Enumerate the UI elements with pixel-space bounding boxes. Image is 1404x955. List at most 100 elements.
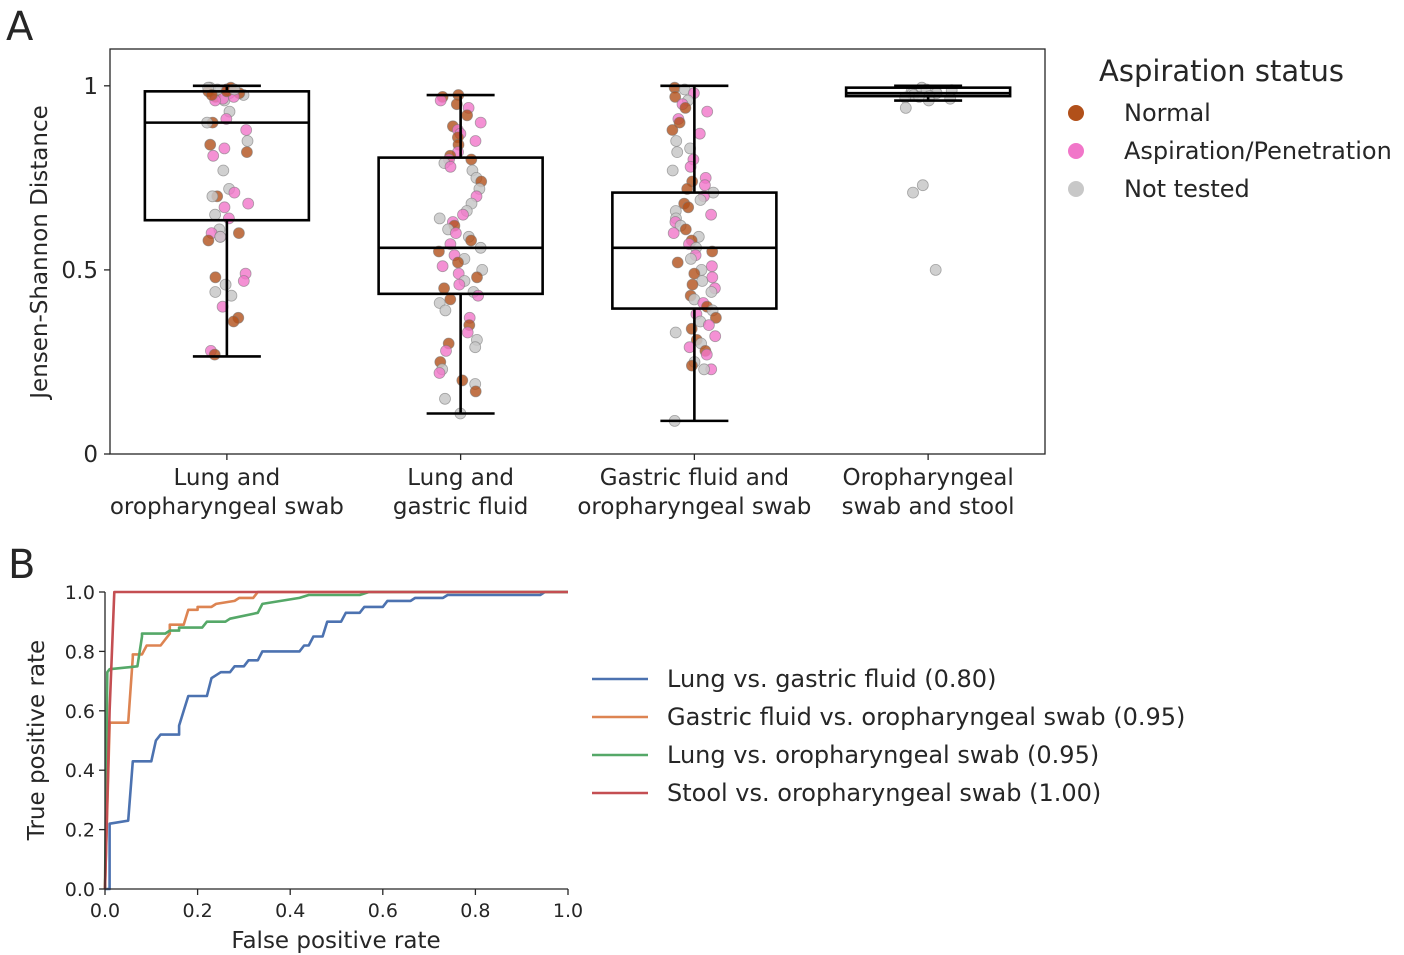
data-point: [667, 227, 680, 240]
data-point: [209, 286, 222, 298]
box-3: [611, 84, 778, 423]
legend-label-normal: Normal: [1124, 99, 1211, 127]
legend-item-roc-1: Lung vs. gastric fluid (0.80): [592, 665, 996, 693]
data-point: [240, 124, 253, 136]
data-point: [218, 201, 231, 214]
data-point: [436, 260, 449, 273]
data-point: [671, 256, 684, 269]
panel-a-xticks: Lung and oropharyngeal swab Lung and gastri…: [110, 454, 1015, 520]
data-point: [698, 363, 710, 376]
data-point: [469, 135, 482, 147]
data-point: [440, 344, 452, 357]
data-point: [469, 341, 482, 354]
data-point: [709, 330, 722, 343]
legend-title: Aspiration status: [1099, 54, 1344, 88]
data-point: [899, 102, 912, 114]
data-point: [204, 138, 217, 151]
data-point: [907, 186, 919, 199]
panel-b-ytick-label: 0.2: [65, 820, 95, 842]
data-point: [206, 190, 219, 203]
panel-b-ytick-label: 0.6: [65, 701, 95, 723]
data-point: [232, 227, 245, 240]
data-point: [461, 109, 474, 122]
data-point: [228, 186, 241, 199]
panel-a-ylabel: Jensen-Shannon Distance: [27, 105, 53, 400]
panel-b-ytick-label: 0.0: [65, 879, 95, 901]
data-point: [673, 116, 686, 129]
panel-a-xtick-label-line2: gastric fluid: [393, 494, 529, 520]
panel-a-xtick-label-line1: Gastric fluid and: [600, 465, 789, 491]
data-point: [670, 135, 683, 147]
data-point: [218, 142, 231, 155]
data-point: [686, 278, 699, 291]
legend-item-aspiration: Aspiration/Penetration: [1068, 137, 1392, 165]
panel-b-xtick-label: 1.0: [553, 900, 583, 922]
legend-marker-normal: [1068, 105, 1084, 121]
data-point: [703, 319, 715, 332]
data-point: [669, 326, 682, 339]
panel-b-ytick-label: 0.8: [65, 641, 95, 663]
panel-a-ytick-label: 1: [83, 74, 98, 100]
panel-b: B True positive rate False positive rate…: [8, 542, 1185, 954]
data-point: [242, 197, 255, 210]
data-point: [439, 392, 451, 405]
panel-a-xtick-label-line2: oropharyngeal swab: [577, 494, 811, 520]
panel-b-ylabel: True positive rate: [24, 640, 50, 841]
data-point: [700, 348, 713, 361]
data-point: [465, 153, 478, 166]
data-point: [209, 271, 222, 284]
data-point: [474, 116, 487, 129]
box-1: [143, 84, 311, 358]
panel-a-xtick-label-line2: oropharyngeal swab: [110, 494, 344, 520]
data-point: [452, 256, 464, 269]
panel-a-letter: A: [6, 4, 34, 50]
roc-line-2: [103, 590, 568, 890]
data-point: [217, 164, 230, 177]
panel-a-xtick-label-line1: Lung and: [174, 465, 281, 491]
data-point: [669, 91, 682, 103]
panel-b-xtick-label: 0.6: [368, 900, 398, 922]
legend-label: Gastric fluid vs. oropharyngeal swab (0.…: [667, 703, 1185, 731]
data-point: [208, 348, 221, 361]
data-point: [456, 374, 469, 387]
legend-item-roc-2: Gastric fluid vs. oropharyngeal swab (0.…: [592, 703, 1185, 731]
panel-a-points: [201, 81, 958, 427]
data-point: [465, 234, 478, 247]
data-point: [671, 146, 684, 159]
data-point: [240, 146, 253, 159]
data-point: [682, 201, 695, 214]
panel-a: A Jensen-Shannon Distance 00.51 Lung and…: [6, 4, 1392, 520]
panel-a-boxes: [143, 84, 1012, 423]
data-point: [694, 194, 707, 206]
panel-a-ytick-label: 0: [83, 442, 98, 468]
panel-a-xtick-label-line2: swab and stool: [842, 494, 1015, 520]
data-point: [679, 223, 692, 236]
data-point: [929, 263, 942, 276]
data-point: [666, 164, 679, 177]
box-iqr: [143, 90, 311, 222]
box-4: [844, 84, 1012, 102]
legend-marker-not-tested: [1068, 181, 1084, 197]
panel-b-legend: Lung vs. gastric fluid (0.80) Gastric flu…: [592, 665, 1185, 807]
data-point: [439, 304, 452, 317]
panel-a-axes-frame: [109, 48, 1046, 455]
data-point: [214, 230, 227, 243]
data-point: [202, 234, 215, 247]
data-point: [679, 102, 692, 114]
data-point: [207, 149, 220, 162]
panel-b-ticks: 0.0 0.2 0.4 0.6 0.8 1.0 0.0 0.2 0.4 0.6 0.8 1.0: [65, 582, 583, 922]
data-point: [706, 260, 718, 273]
data-point: [222, 212, 235, 225]
data-point: [461, 326, 474, 339]
box-2: [377, 93, 544, 415]
data-point: [710, 311, 722, 324]
data-point: [433, 367, 446, 379]
data-point: [453, 278, 466, 291]
panel-b-xlabel: False positive rate: [231, 928, 440, 954]
panel-a-xtick-label-line1: Oropharyngeal: [842, 465, 1013, 491]
data-point: [227, 315, 240, 328]
data-point: [449, 227, 462, 240]
data-point: [693, 127, 706, 140]
panel-b-roc-lines: [103, 590, 568, 891]
